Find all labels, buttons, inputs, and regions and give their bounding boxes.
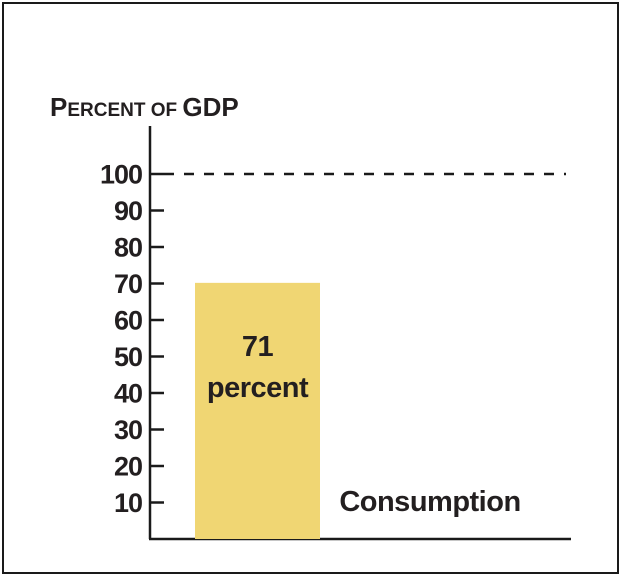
bar-value-label: 71 (242, 331, 274, 363)
bar-labels-group: 71 percent Consumption (207, 331, 521, 518)
y-tick-label-30: 30 (114, 415, 142, 445)
y-tick-label-40: 40 (114, 379, 142, 409)
y-axis-ticks: 10 20 30 40 50 60 70 80 90 100 (100, 160, 164, 518)
y-tick-label-100: 100 (100, 160, 142, 190)
y-tick-label-80: 80 (114, 233, 142, 263)
y-tick-label-10: 10 (114, 488, 142, 518)
y-tick-label-70: 70 (114, 269, 142, 299)
y-tick-label-90: 90 (114, 196, 142, 226)
y-axis-title: PERCENT OF GDP (50, 92, 239, 122)
y-tick-label-60: 60 (114, 306, 142, 336)
bar-consumption (195, 282, 320, 539)
bar-unit-label: percent (207, 372, 309, 404)
category-label-consumption: Consumption (339, 486, 520, 518)
y-tick-label-20: 20 (114, 452, 142, 482)
bars-group (195, 282, 320, 539)
y-tick-label-50: 50 (114, 342, 142, 372)
